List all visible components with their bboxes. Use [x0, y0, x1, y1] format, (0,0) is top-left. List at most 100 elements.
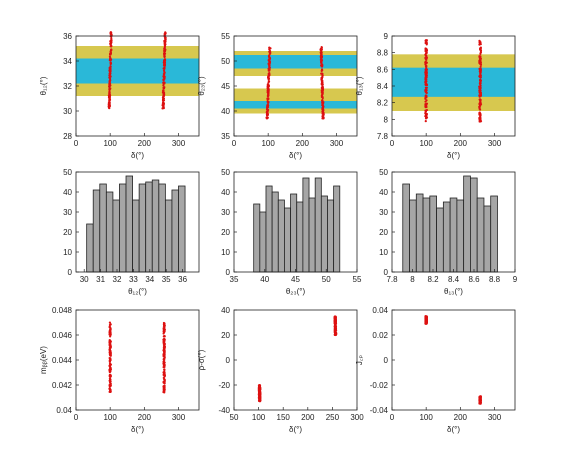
data-point — [108, 377, 112, 380]
data-point — [163, 350, 166, 354]
histogram-bar — [277, 199, 285, 273]
x-tick-label: 36 — [178, 275, 187, 284]
y-tick-label: 8 — [384, 115, 389, 124]
data-point — [163, 384, 166, 387]
data-point — [109, 48, 113, 52]
data-point — [161, 99, 165, 102]
data-point — [267, 84, 270, 87]
data-point — [162, 69, 166, 72]
data-point — [321, 106, 324, 109]
panel-2: 0 100 200 300 35 40 45 50 55 δ(°) θ₂₃(°) — [197, 32, 358, 160]
x-tick-label: 200 — [138, 139, 152, 148]
axes-frame — [233, 309, 358, 411]
data-point — [162, 355, 165, 358]
y-tick-label: 10 — [63, 248, 72, 257]
data-point — [267, 108, 270, 112]
x-tick-label: 31 — [96, 275, 105, 284]
data-point — [479, 62, 482, 66]
data-point — [478, 120, 481, 123]
data-point — [163, 322, 166, 325]
data-point — [162, 84, 165, 87]
data-point — [478, 102, 481, 105]
data-point — [109, 323, 112, 326]
data-point — [162, 335, 166, 338]
x-tick-label: 0 — [232, 139, 237, 148]
y-tick-label: 20 — [221, 331, 230, 340]
data-point — [267, 92, 270, 95]
data-point — [163, 59, 167, 62]
x-tick-label: 35 — [230, 275, 239, 284]
x-tick-label: 30 — [80, 275, 89, 284]
y-tick-label: 50 — [221, 168, 230, 177]
x-tick-label: 300 — [350, 413, 364, 422]
data-point — [163, 343, 166, 346]
data-point — [479, 43, 482, 46]
data-point — [109, 51, 112, 54]
data-point — [266, 103, 270, 106]
y-tick-label: 35 — [221, 132, 230, 141]
data-point — [109, 370, 112, 373]
y-tick-label: 0.046 — [52, 331, 73, 340]
data-point — [107, 94, 110, 97]
histogram-bar — [449, 197, 458, 273]
data-point — [479, 76, 482, 79]
data-point — [268, 73, 271, 76]
data-point — [267, 69, 270, 72]
y-tick-label: 40 — [221, 306, 230, 315]
x-tick-label: 0 — [74, 139, 79, 148]
data-point — [319, 55, 322, 58]
data-point — [109, 374, 112, 377]
panel-4: 30 31 32 33 34 35 36 0 10 20 30 40 50 θ₁₂(°) — [63, 168, 200, 296]
panel-9: 0 100 200 300 -0.04 -0.02 0 0.02 0.04 δ(°) J꜀ₚ — [355, 306, 516, 434]
axes-frame — [75, 171, 200, 273]
data-point — [163, 54, 166, 58]
data-point — [108, 348, 112, 351]
data-point — [334, 324, 337, 327]
data-point — [425, 94, 428, 97]
y-axis-label: mᵦᵦ(eV) — [39, 346, 48, 374]
x-tick-label: 100 — [261, 139, 275, 148]
data-point — [108, 107, 111, 110]
data-point — [267, 100, 270, 104]
data-point — [163, 62, 166, 65]
data-point — [109, 368, 112, 371]
band-2 — [234, 101, 357, 109]
data-point — [320, 76, 323, 80]
histogram-bar — [164, 199, 173, 273]
data-point — [162, 94, 166, 97]
y-tick-label: 30 — [221, 208, 230, 217]
y-tick-label: 0.02 — [372, 331, 388, 340]
histogram-bar — [442, 201, 451, 273]
data-point — [258, 385, 261, 389]
y-axis-label: ρ-σ(°) — [197, 349, 206, 370]
x-tick-label: 200 — [296, 139, 310, 148]
histogram-bar — [402, 183, 410, 273]
data-point — [163, 368, 166, 371]
x-tick-label: 300 — [330, 139, 344, 148]
data-point — [108, 387, 111, 390]
data-point — [163, 67, 166, 70]
data-point — [108, 72, 111, 75]
histogram-bar — [320, 195, 328, 273]
data-point — [424, 83, 427, 87]
y-tick-label: 40 — [379, 188, 388, 197]
data-point — [321, 68, 324, 72]
y-tick-label: -0.02 — [370, 381, 389, 390]
data-point — [162, 340, 165, 343]
y-tick-label: 10 — [221, 248, 230, 257]
data-point — [162, 89, 165, 92]
data-point — [108, 351, 111, 354]
data-point — [108, 102, 111, 105]
y-tick-label: 55 — [221, 32, 230, 41]
y-tick-label: 0.04 — [372, 306, 388, 315]
data-point — [267, 89, 270, 92]
data-point — [110, 37, 113, 40]
data-point — [163, 378, 166, 381]
y-tick-label: 8.4 — [377, 82, 389, 91]
data-point — [266, 110, 269, 114]
data-point — [109, 353, 112, 356]
panel-6: 7.8 8 8.2 8.4 8.6 8.8 9 0 10 20 30 40 50 θ₁₃(°) — [379, 168, 518, 296]
data-point — [479, 108, 482, 111]
histogram-bar — [422, 197, 431, 273]
data-point — [108, 98, 111, 101]
